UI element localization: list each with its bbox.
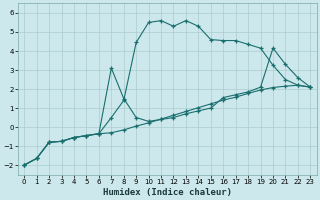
X-axis label: Humidex (Indice chaleur): Humidex (Indice chaleur) <box>103 188 232 197</box>
